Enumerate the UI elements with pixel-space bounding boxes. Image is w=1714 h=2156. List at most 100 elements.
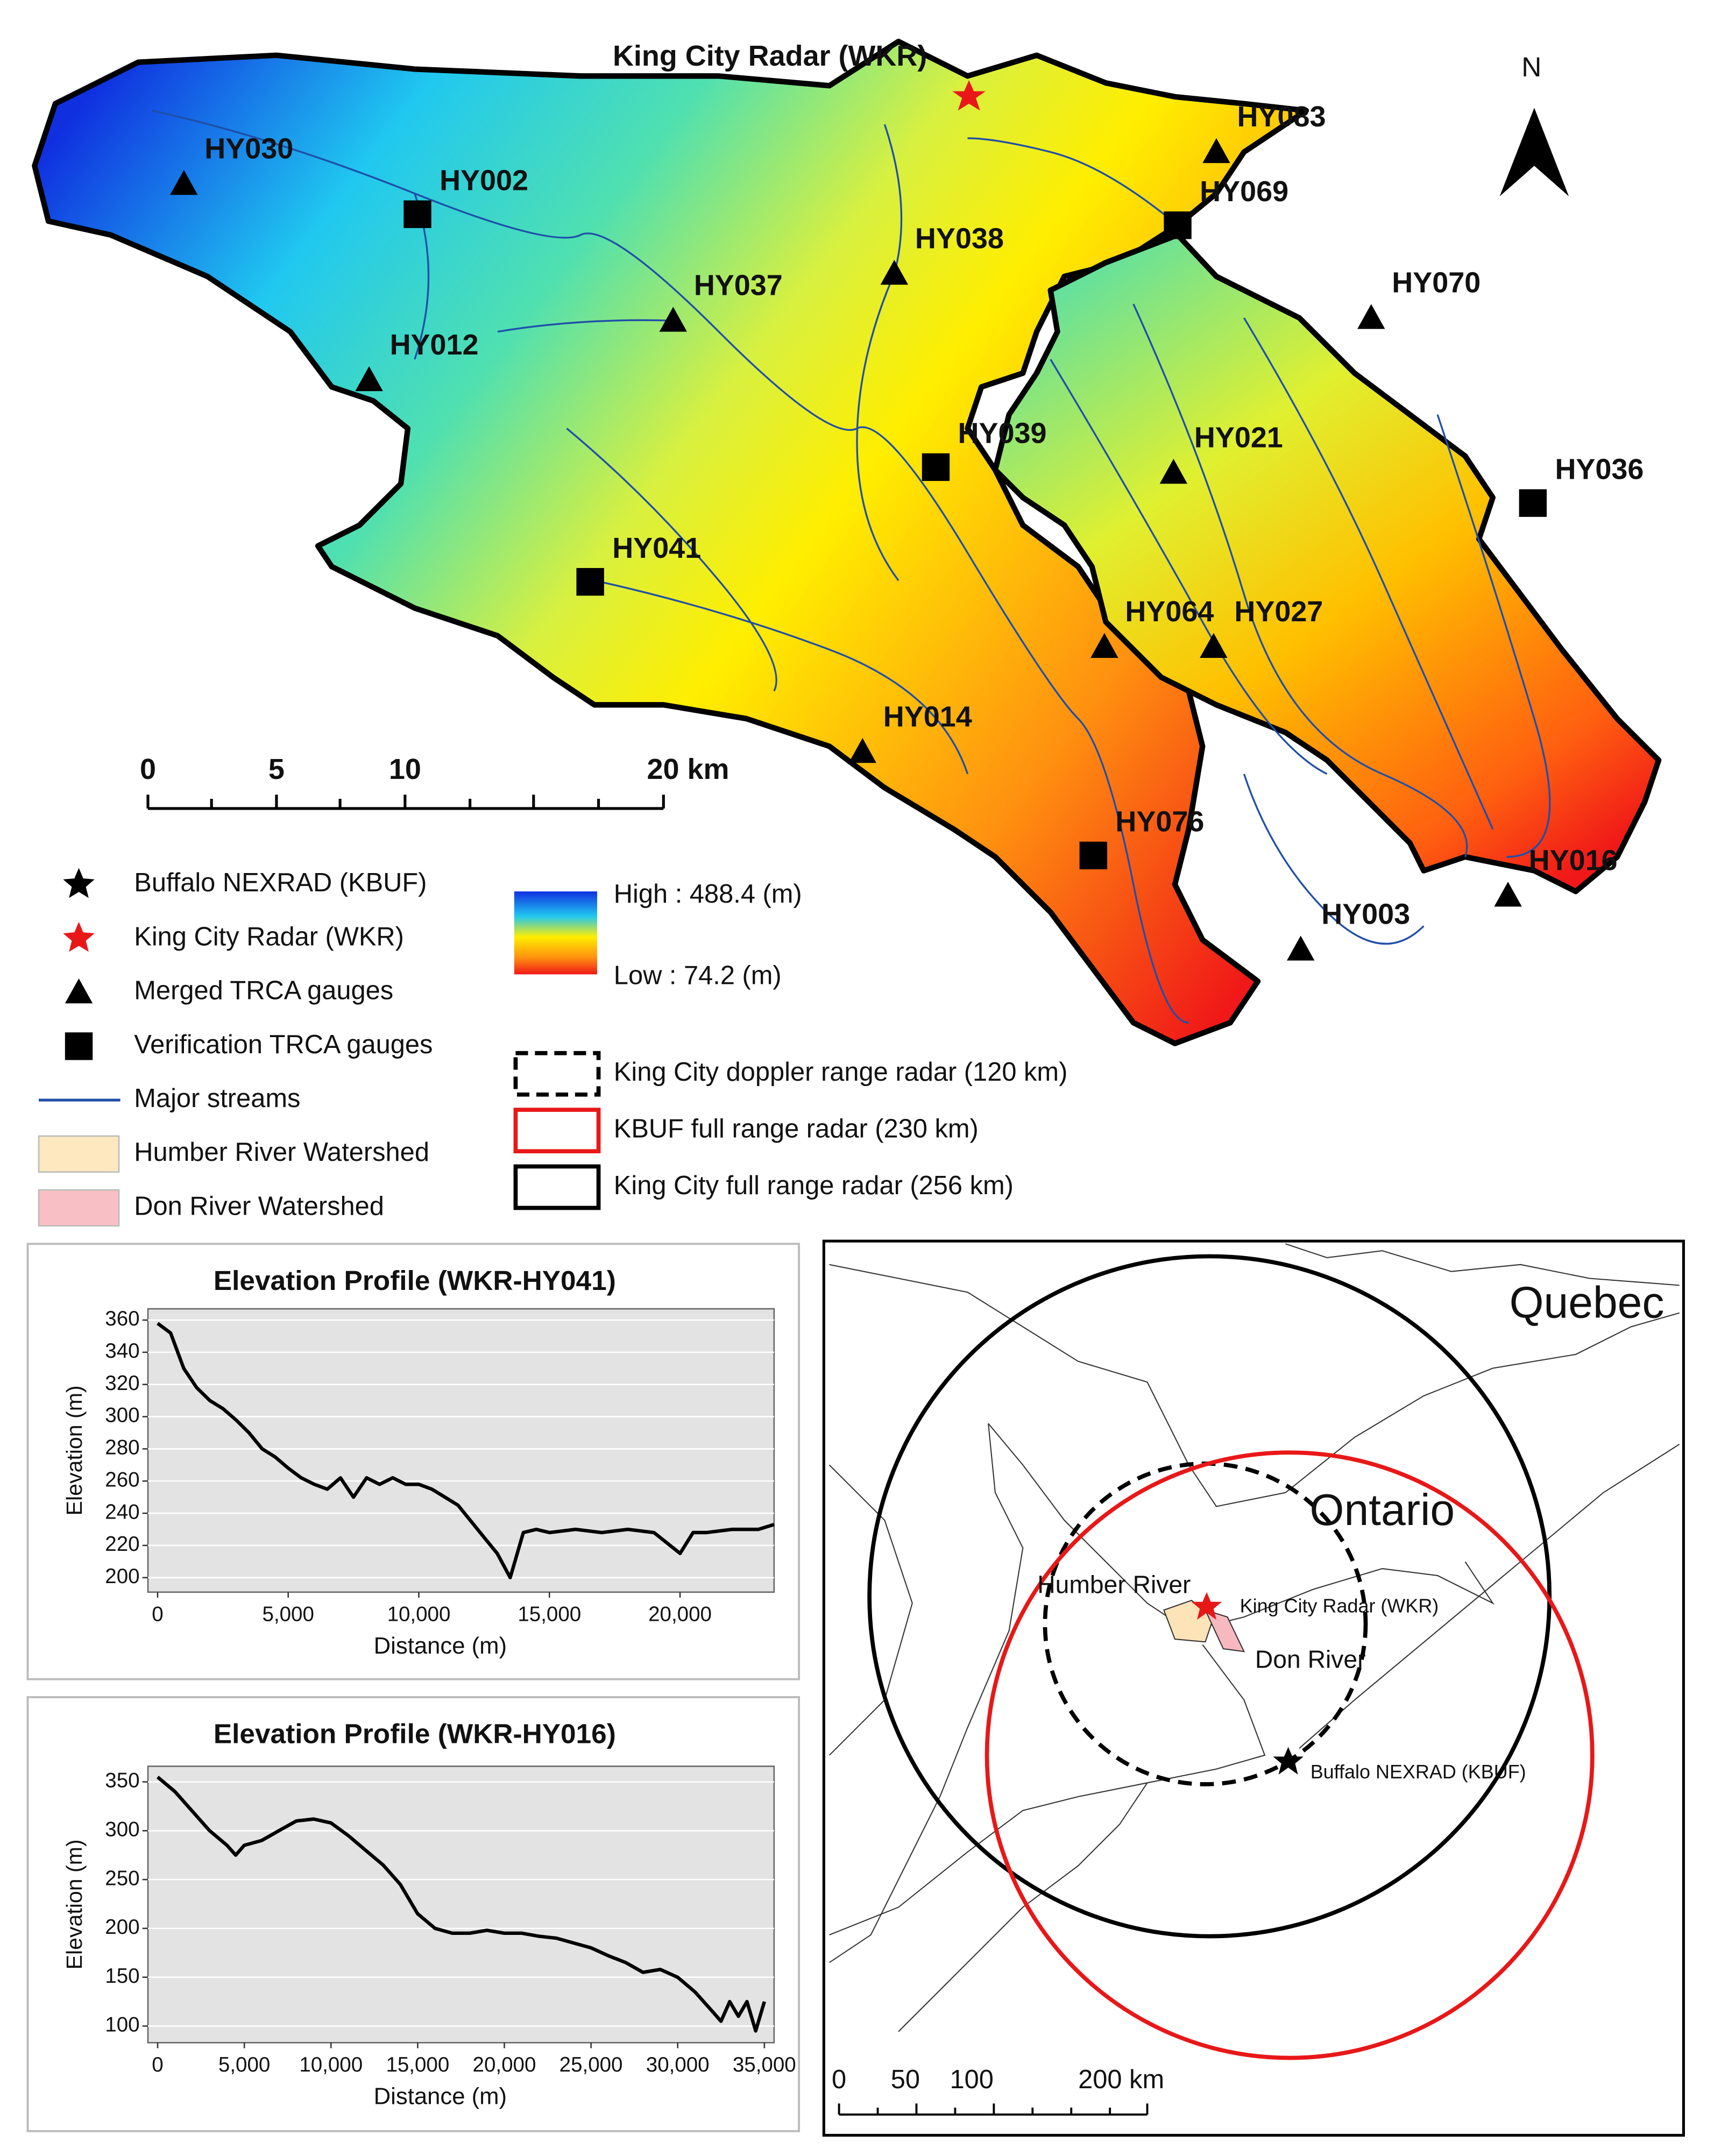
y-tick-label: 240 (105, 1500, 139, 1523)
x-tick-label: 35,000 (733, 2053, 796, 2076)
legend-label: Major streams (134, 1084, 300, 1113)
verification-gauge (1164, 211, 1192, 239)
scale-label: 50 (891, 2065, 920, 2094)
x-tick-label: 10,000 (387, 1603, 451, 1626)
x-tick-label: 20,000 (473, 2053, 536, 2076)
merged-gauge (1287, 935, 1315, 961)
x-tick-label: 10,000 (299, 2053, 363, 2076)
gauge-label: HY083 (1237, 101, 1326, 133)
merged-gauge (659, 307, 687, 332)
boundaries (828, 1243, 1680, 2032)
north-label: N (1521, 51, 1541, 82)
legend-symbol (38, 1135, 120, 1173)
y-tick-label: 200 (105, 1565, 139, 1588)
gauge-label: HY016 (1529, 844, 1618, 876)
scale-label: 20 km (647, 753, 729, 785)
scale-bar (146, 795, 665, 810)
y-tick-label: 250 (105, 1867, 139, 1890)
legend-symbol (65, 978, 93, 1004)
don-watershed (992, 232, 1662, 895)
x-tick-label: 0 (152, 1603, 163, 1626)
gauge-label: HY038 (915, 222, 1004, 254)
legend-label: Merged TRCA gauges (134, 976, 393, 1005)
gauge-label: HY064 (1125, 595, 1214, 628)
kbuf-label: Buffalo NEXRAD (KBUF) (1311, 1761, 1526, 1783)
x-tick-label: 25,000 (559, 2053, 623, 2076)
gauge-label: HY012 (390, 329, 479, 361)
y-tick-label: 220 (105, 1533, 139, 1556)
legend-symbol (63, 868, 95, 898)
plot-area (147, 1765, 775, 2044)
range-label: King City doppler range radar (120 km) (614, 1058, 1068, 1087)
chart-title: Elevation Profile (WKR-HY041) (214, 1265, 616, 1296)
major-streams (152, 109, 1551, 1024)
y-tick-label: 320 (105, 1372, 139, 1395)
humber-watershed (32, 38, 1309, 1046)
merged-gauge (1200, 633, 1228, 658)
ontario-label: Ontario (1310, 1486, 1455, 1535)
y-tick-label: 260 (105, 1468, 139, 1491)
y-tick-label: 200 (105, 1916, 139, 1939)
legend-symbol (38, 1189, 120, 1227)
overview-panel (822, 1239, 1685, 2137)
don-label: Don River (1255, 1645, 1366, 1673)
x-tick-label: 5,000 (263, 1603, 314, 1626)
wkr-star (952, 80, 986, 111)
legend-label: Don River Watershed (134, 1192, 384, 1221)
scale-label: 200 km (1078, 2065, 1164, 2094)
don-inset (1204, 1609, 1245, 1653)
legend-symbol (65, 1032, 93, 1060)
x-tick-label: 5,000 (218, 2053, 270, 2076)
merged-gauge (1090, 633, 1118, 658)
gauge-label: HY030 (204, 132, 293, 165)
y-tick-label: 300 (105, 1404, 139, 1427)
y-axis-label: Elevation (m) (62, 1385, 87, 1515)
verification-gauge (576, 568, 604, 596)
legend-label: Verification TRCA gauges (134, 1030, 433, 1059)
verification-gauge (1519, 489, 1547, 517)
gauge-label: HY070 (1392, 267, 1481, 299)
x-tick-label: 30,000 (646, 2053, 710, 2076)
merged-gauge (1357, 304, 1385, 329)
gauge-label: HY027 (1234, 595, 1323, 628)
plot-area (147, 1308, 775, 1593)
gauge-label: HY003 (1321, 898, 1410, 931)
legend-symbol (63, 921, 95, 952)
x-axis-label: Distance (m) (374, 1633, 507, 1659)
y-tick-label: 150 (105, 1964, 139, 1988)
range-swatch (513, 1164, 601, 1210)
gauge-label: HY021 (1194, 421, 1283, 453)
gauge-label: HY014 (883, 700, 972, 733)
x-tick-label: 0 (152, 2053, 163, 2076)
merged-gauge (1159, 458, 1188, 484)
y-tick-label: 280 (105, 1436, 139, 1459)
x-tick-label: 15,000 (518, 1603, 581, 1626)
north-arrow (1499, 108, 1569, 196)
range-label: KBUF full range radar (230 km) (614, 1115, 979, 1144)
range-label: King City full range radar (256 km) (614, 1171, 1014, 1200)
range-swatch (513, 1108, 601, 1154)
verification-gauge (403, 200, 431, 228)
y-axis-label: Elevation (m) (62, 1839, 87, 1969)
merged-gauge (1494, 882, 1522, 907)
wkr-label: King City Radar (WKR) (1240, 1595, 1439, 1617)
merged-gauge (848, 737, 876, 763)
chart-title: Elevation Profile (WKR-HY016) (214, 1718, 616, 1749)
scale-label: 0 (140, 753, 156, 785)
profile-line (157, 1322, 775, 1579)
scale-label: 0 (832, 2065, 846, 2094)
verification-gauge (1079, 841, 1108, 870)
merged-gauge (880, 260, 909, 285)
gauge-label: HY069 (1200, 175, 1288, 208)
y-tick-label: 340 (105, 1339, 139, 1363)
x-axis-label: Distance (m) (374, 2083, 507, 2110)
verification-gauge (922, 453, 950, 481)
kbuf-star-inset (1273, 1747, 1304, 1775)
map-title: King City Radar (WKR) (613, 40, 927, 72)
gauge-label: HY037 (694, 270, 783, 302)
range-swatch (513, 1051, 601, 1097)
legend-label: Buffalo NEXRAD (KBUF) (134, 868, 427, 897)
legend-label: Humber River Watershed (134, 1138, 429, 1167)
